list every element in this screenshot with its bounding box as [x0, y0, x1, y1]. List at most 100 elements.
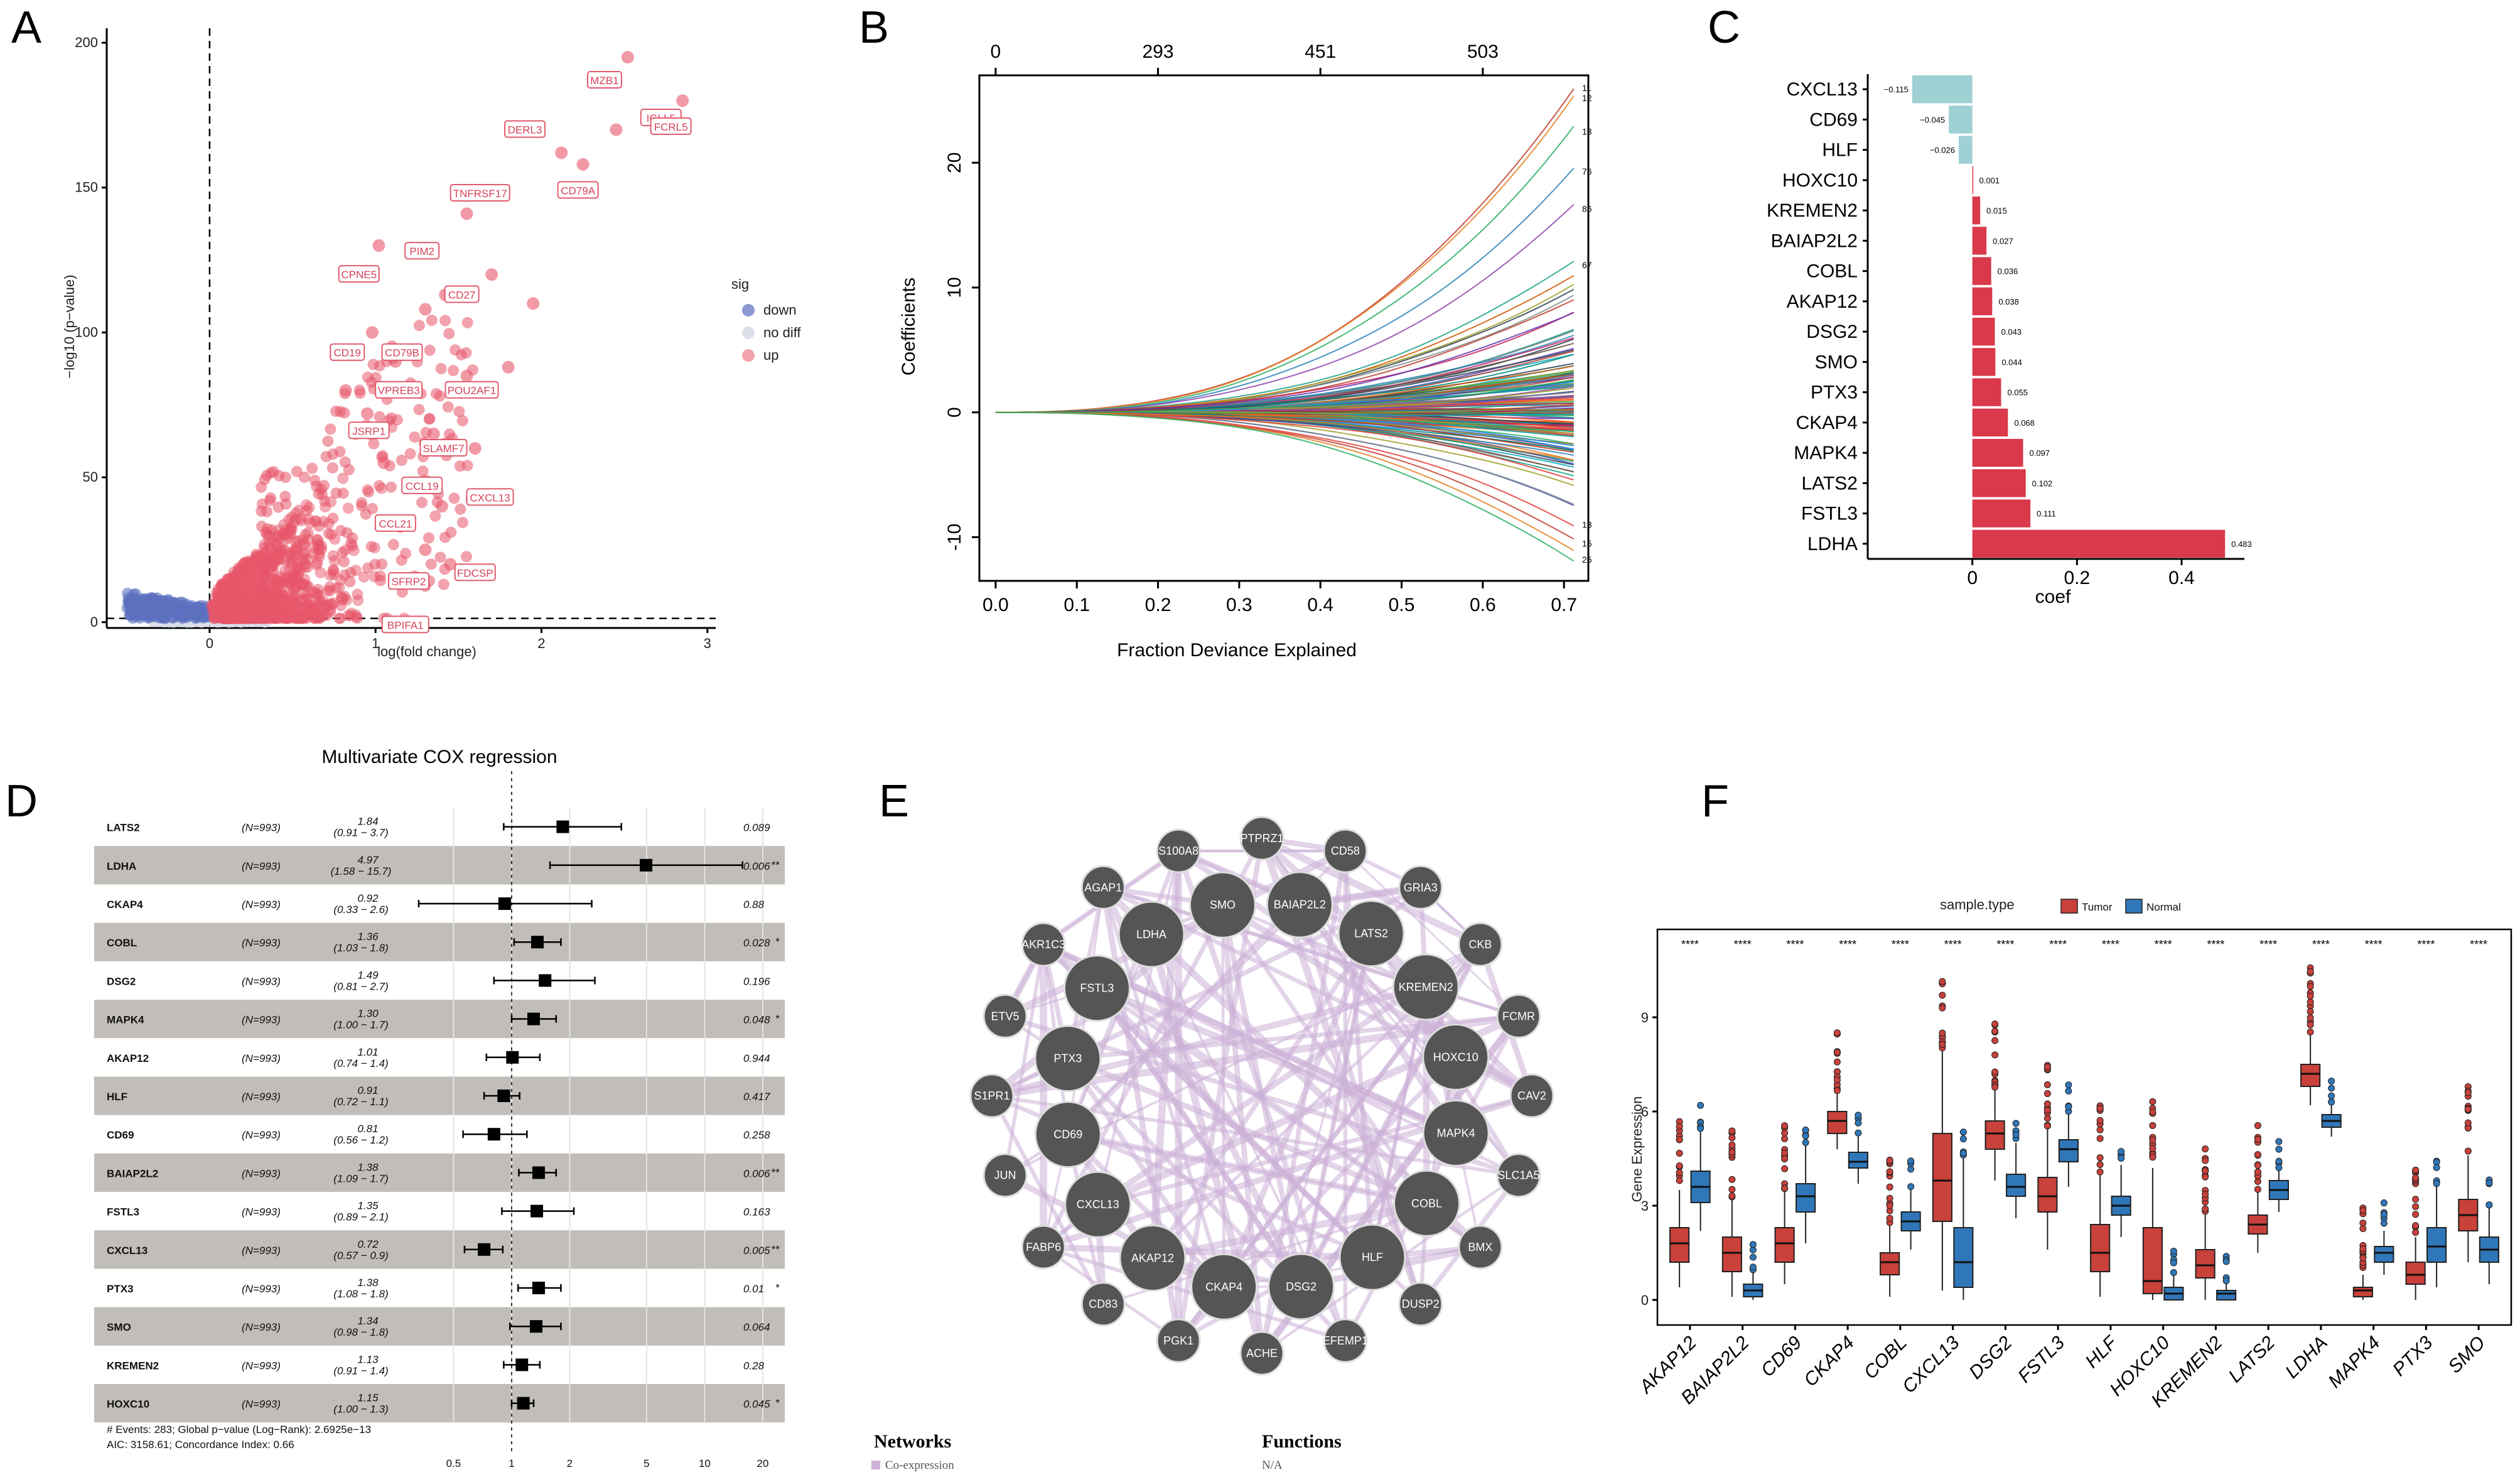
boxplot-outlier	[1939, 1004, 1946, 1012]
coef-gene-label: COBL	[1806, 261, 1858, 282]
coef-bar	[1972, 166, 1974, 195]
forest-ci-label: (0.81 − 2.7)	[333, 980, 388, 992]
volcano-point-up	[453, 406, 465, 418]
boxplot-y-tick-label: 9	[1641, 1010, 1649, 1025]
boxplot-outlier	[2464, 1119, 2472, 1127]
boxplot-outlier	[2096, 1154, 2104, 1162]
boxplot-outlier	[2096, 1105, 2104, 1112]
volcano-point-up	[286, 554, 298, 566]
boxplot-gene-label: HLF	[2081, 1331, 2122, 1372]
gene-network: Networks Co-expression Functions N/A SMO…	[871, 816, 1554, 1472]
boxplot-outlier	[2202, 1191, 2209, 1198]
volcano-gene-label-box	[374, 514, 416, 532]
boxplot-outlier	[2096, 1161, 2104, 1169]
volcano-gene-label-box	[381, 343, 423, 361]
forest-row-shading	[94, 1076, 785, 1115]
boxplot-outlier	[2149, 1145, 2157, 1152]
network-node-label: DSG2	[1286, 1280, 1317, 1293]
boxplot-outlier	[2433, 1164, 2440, 1171]
forest-x-tick-label: 0.5	[446, 1458, 461, 1469]
volcano-point-up	[427, 427, 440, 440]
boxplot-significance: ****	[1734, 938, 1752, 951]
volcano-point-up	[356, 497, 368, 509]
volcano-x-tick-label: 1	[372, 636, 379, 651]
volcano-point-up	[376, 558, 388, 570]
boxplot-gene-label: MAPK4	[2324, 1333, 2384, 1392]
boxplot-box	[2037, 1177, 2058, 1213]
forest-n-label: (N=993)	[242, 937, 281, 949]
volcano-point-up	[434, 551, 446, 563]
forest-ci-label: (0.57 − 0.9)	[333, 1250, 388, 1262]
boxplot-outlier	[2043, 1090, 2051, 1097]
forest-significance: **	[772, 1166, 780, 1178]
boxplot-outlier	[2359, 1245, 2367, 1253]
network-node	[1323, 828, 1368, 874]
volcano-point-up	[368, 438, 380, 450]
boxplot-outlier	[1676, 1177, 1683, 1184]
network-node	[1337, 900, 1405, 968]
forest-gene-label: PTX3	[107, 1283, 134, 1295]
forest-row-shading	[94, 1000, 785, 1039]
boxplot-outlier	[2307, 1008, 2314, 1015]
volcano-point-up	[298, 546, 310, 558]
volcano-point-down	[129, 594, 141, 606]
volcano-gene-label: CCL19	[406, 480, 439, 492]
volcano-point-down	[152, 604, 164, 616]
coef-bar	[1972, 287, 1993, 316]
boxplot-outlier	[2096, 1126, 2104, 1133]
coef-gene-label: FSTL3	[1801, 504, 1858, 524]
forest-ci-label: (1.58 − 15.7)	[331, 865, 392, 877]
forest-n-label: (N=993)	[242, 1129, 281, 1141]
forest-n-label: (N=993)	[242, 1167, 281, 1179]
boxplot-outlier	[2222, 1277, 2230, 1284]
volcano-point-up	[321, 609, 333, 621]
volcano-point-up	[337, 546, 348, 558]
boxplot-gene-label: FSTL3	[2014, 1332, 2069, 1387]
lasso-coefficient-path	[995, 411, 1574, 461]
boxplot-outlier	[1907, 1157, 1915, 1165]
network-node	[1021, 1225, 1066, 1270]
coef-gene-label: PTX3	[1811, 382, 1858, 403]
coef-value-label: 0.097	[2030, 448, 2050, 458]
volcano-gene-label: CCL21	[379, 518, 412, 530]
volcano-point-up	[448, 365, 460, 377]
lasso-path-end-label: 86	[1582, 204, 1592, 214]
boxplot-y-tick-label: 6	[1641, 1104, 1649, 1120]
volcano-y-tick-label: 100	[75, 324, 98, 340]
boxplot-y-tick-label: 0	[1641, 1292, 1649, 1308]
volcano-point-up	[417, 465, 429, 477]
boxplot-outlier	[2359, 1207, 2367, 1214]
network-node	[1034, 1101, 1102, 1169]
forest-hr-marker	[539, 974, 552, 987]
volcano-point-up	[352, 588, 363, 600]
boxplot-box	[1721, 1236, 1742, 1272]
volcano-point-up	[345, 566, 357, 578]
lasso-path-end-label: 15	[1582, 538, 1592, 548]
boxplot-outlier	[2043, 1122, 2051, 1130]
boxplot-gene-label: CXCL13	[1898, 1332, 1964, 1397]
volcano-point-up	[435, 363, 447, 375]
lasso-x-tick-label: 0.7	[1551, 595, 1577, 615]
forest-hr-marker	[498, 897, 511, 910]
boxplot-outlier	[2328, 1084, 2335, 1092]
lasso-top-tick-label: 451	[1305, 41, 1336, 62]
boxplot-outlier	[2412, 1229, 2420, 1236]
forest-hr-marker	[517, 1397, 530, 1410]
boxplot-outlier	[1781, 1135, 1789, 1142]
boxplot-significance: ****	[1681, 938, 1699, 951]
forest-gene-label: FSTL3	[107, 1206, 139, 1218]
volcano-point-up	[261, 529, 273, 541]
coef-value-label: 0.044	[2001, 357, 2022, 367]
coef-value-label: −0.045	[1920, 115, 1945, 124]
volcano-point-up	[555, 146, 568, 160]
volcano-point-down	[124, 609, 136, 621]
boxplot-outlier	[2170, 1248, 2177, 1255]
boxplot-box	[2006, 1174, 2027, 1197]
boxplot-significance: ****	[2417, 938, 2435, 951]
expression-boxplot: Gene Expression sample.type Tumor Normal…	[1629, 897, 2512, 1412]
lasso-path-end-label: 11	[1582, 83, 1591, 93]
coef-bar-chart: coef 0 0.2 0.4 CXCL13 −0.115 CD69 −0.045 HLF −0.…	[1767, 74, 2252, 607]
boxplot-outlier	[2380, 1220, 2388, 1227]
volcano-gene-label: JSRP1	[352, 425, 385, 437]
network-node-label: PGK1	[1163, 1334, 1193, 1347]
